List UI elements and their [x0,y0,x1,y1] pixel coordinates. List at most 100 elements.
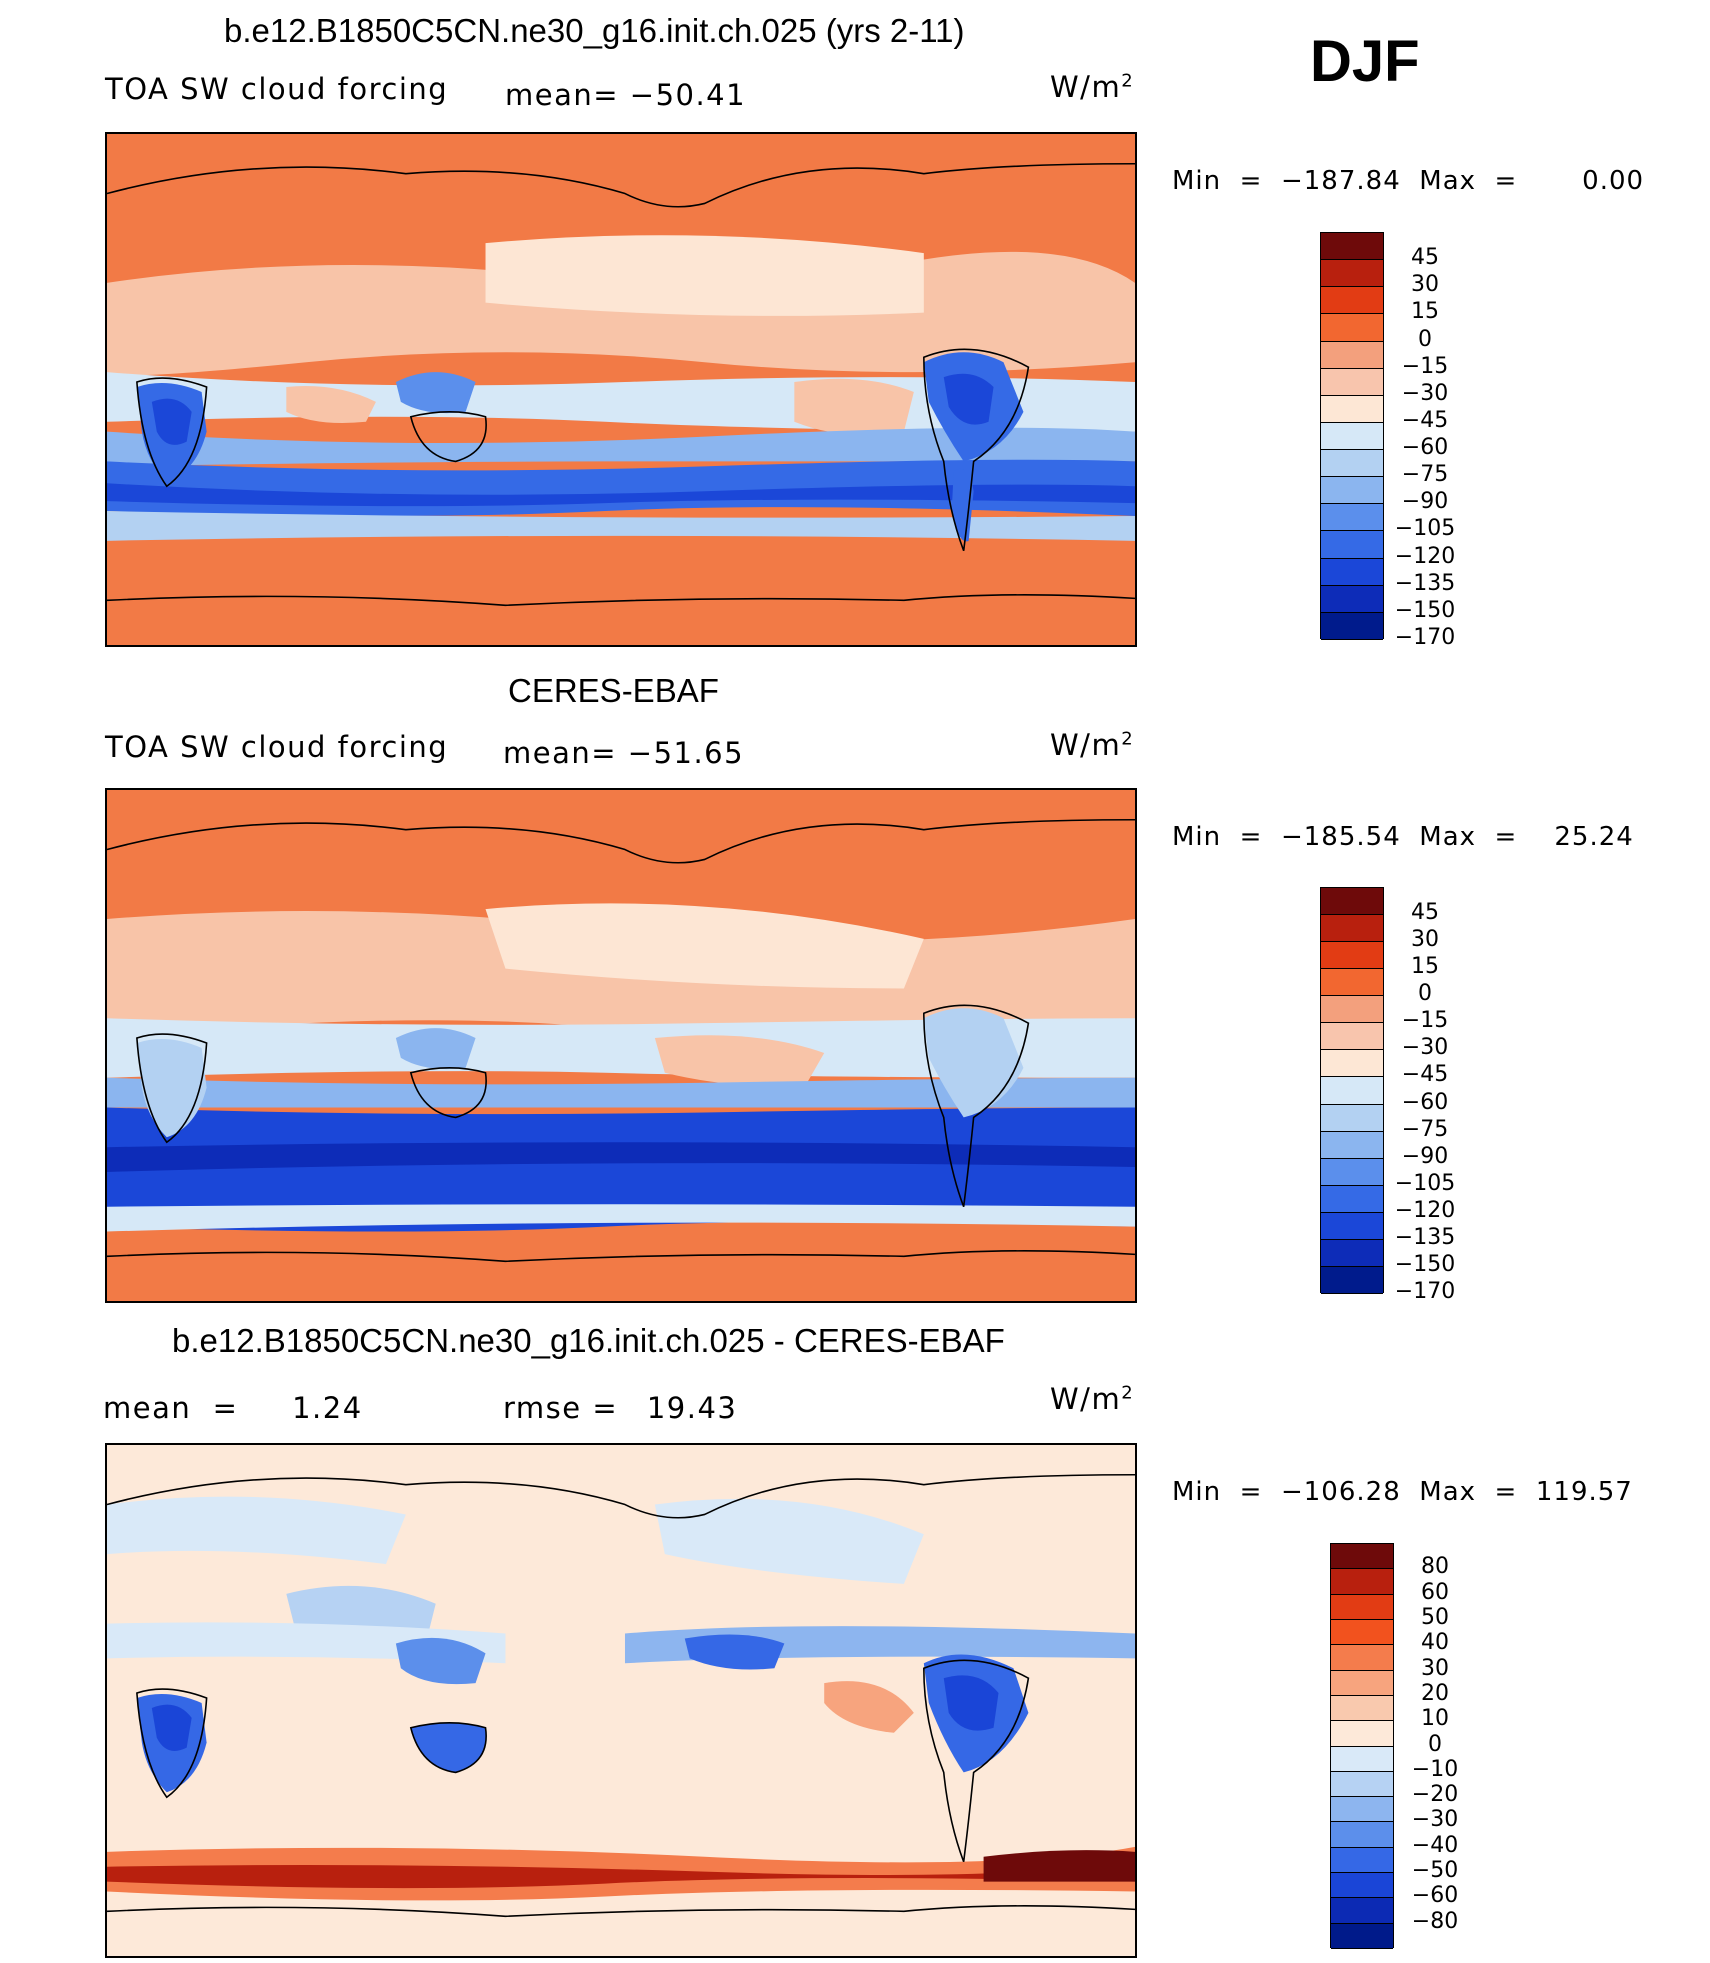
colorbar-label: 50 [1421,1604,1449,1630]
panel-2-mean: mean= −51.65 [503,736,744,770]
colorbar-label: 45 [1411,900,1439,926]
colorbar-segment [1321,996,1383,1024]
colorbar-segment [1331,1569,1393,1595]
colorbar-segment [1321,368,1383,396]
colorbar-label: −40 [1411,1832,1459,1858]
panel-3-map-field [107,1445,1135,1956]
colorbar-segment [1331,1746,1393,1772]
colorbar-label: −170 [1394,625,1456,650]
colorbar-label: 10 [1421,1706,1449,1732]
colorbar-segment [1321,1023,1383,1051]
colorbar-segment [1321,531,1383,559]
colorbar-segment [1321,395,1383,423]
colorbar-label: −105 [1394,516,1456,542]
colorbar-label: 0 [1428,1731,1442,1757]
colorbar-segment [1321,1158,1383,1186]
panel-1-mean: mean= −50.41 [505,78,746,112]
colorbar-label: −15 [1401,353,1449,379]
colorbar-segment [1321,477,1383,505]
colorbar-segment [1321,969,1383,997]
colorbar-label: 30 [1411,272,1439,298]
colorbar-segment [1321,1131,1383,1159]
panel-2-colorbar [1320,887,1384,1294]
colorbar-label: −50 [1411,1858,1459,1884]
colorbar-label: −20 [1411,1782,1459,1808]
colorbar-segment [1321,888,1383,916]
colorbar-label: −135 [1394,570,1456,596]
colorbar-segment [1321,612,1383,640]
panel-1-field-label: TOA SW cloud forcing [105,72,449,106]
colorbar-segment [1331,1923,1393,1949]
season-label: DJF [1310,29,1420,94]
colorbar-segment [1321,260,1383,288]
colorbar-segment [1331,1645,1393,1671]
panel-2-field-label: TOA SW cloud forcing [105,730,449,764]
colorbar-segment [1331,1771,1393,1798]
panel-1-units-sup: 2 [1121,70,1135,92]
colorbar-segment [1331,1721,1393,1747]
panel-3-mean: mean = 1.24 [103,1391,363,1425]
panel-2-units-sup: 2 [1121,728,1135,750]
panel-3-title: b.e12.B1850C5CN.ne30_g16.init.ch.025 - C… [172,1322,1005,1359]
panel-2-units-base: W/m [1050,728,1122,762]
colorbar-segment [1321,1104,1383,1132]
colorbar-label: 0 [1418,326,1432,352]
panel-3-rmse: rmse = 19.43 [503,1391,737,1425]
panel-1-mean-value: −50.41 [629,78,747,112]
panel-1-units: W/m2 [1050,70,1134,104]
panel-3-units-sup: 2 [1121,1382,1135,1404]
colorbar-label: −75 [1401,1116,1449,1142]
colorbar-segment [1331,1594,1393,1620]
colorbar-label: −150 [1394,597,1456,623]
panel-1-units-base: W/m [1050,70,1122,104]
colorbar-label: 20 [1421,1680,1449,1706]
panel-2-units: W/m2 [1050,728,1134,762]
colorbar-label: −90 [1401,1143,1449,1169]
colorbar-segment [1321,585,1383,613]
colorbar-label: −60 [1411,1883,1459,1909]
colorbar-segment [1331,1670,1393,1696]
panel-3-units: W/m2 [1050,1382,1134,1416]
colorbar-label: 30 [1421,1655,1449,1681]
panel-1-map [105,132,1137,647]
panel-3-map [105,1443,1137,1958]
colorbar-label: −45 [1401,1062,1449,1088]
colorbar-segment [1321,1239,1383,1267]
colorbar-segment [1321,1050,1383,1078]
panel-2-map-field [107,790,1135,1301]
colorbar-segment [1331,1695,1393,1722]
colorbar-segment [1321,942,1383,970]
colorbar-label: −45 [1401,407,1449,433]
colorbar-segment [1331,1898,1393,1924]
colorbar-segment [1331,1847,1393,1874]
colorbar-label: −150 [1394,1251,1456,1277]
colorbar-segment [1321,233,1383,261]
colorbar-label: 60 [1421,1579,1449,1605]
colorbar-label: −135 [1394,1224,1456,1250]
colorbar-segment [1321,1266,1383,1294]
colorbar-segment [1321,915,1383,943]
panel-3-colorbar [1330,1543,1394,1949]
panel-1-title: b.e12.B1850C5CN.ne30_g16.init.ch.025 (yr… [224,12,965,49]
colorbar-segment [1321,1185,1383,1213]
colorbar-label: 40 [1421,1630,1449,1656]
colorbar-label: −75 [1401,462,1449,488]
colorbar-segment [1331,1544,1393,1570]
panel-3-minmax: Min = −106.28 Max = 119.57 [1172,1477,1633,1507]
colorbar-label: 30 [1411,927,1439,953]
colorbar-segment [1321,558,1383,586]
panel-2-title: CERES-EBAF [508,672,719,709]
panel-2-mean-value: −51.65 [627,736,745,770]
colorbar-segment [1321,422,1383,451]
panel-1-minmax: Min = −187.84 Max = 0.00 [1172,166,1645,196]
colorbar-label: −30 [1401,1035,1449,1061]
colorbar-label: −30 [1401,380,1449,406]
colorbar-segment [1321,287,1383,315]
panel-1-colorbar [1320,232,1384,640]
colorbar-segment [1321,504,1383,532]
panel-1-map-field [107,134,1135,645]
colorbar-segment [1331,1619,1393,1646]
colorbar-label: −90 [1401,489,1449,515]
colorbar-label: 15 [1411,954,1439,980]
colorbar-segment [1321,341,1383,369]
